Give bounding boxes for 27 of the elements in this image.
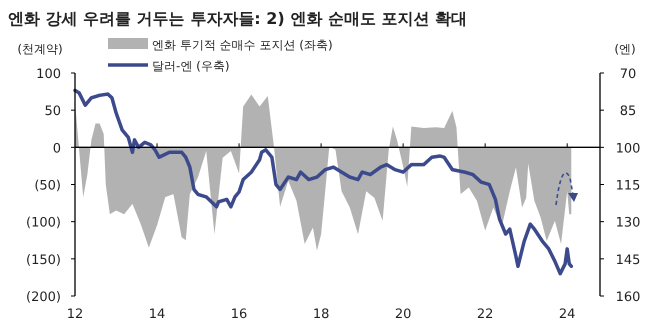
y2-tick-label: 100 [616, 141, 640, 156]
x-tick-label: 20 [394, 307, 412, 322]
y-tick-label: (100) [26, 216, 61, 231]
y2-tick-label: 85 [620, 104, 636, 120]
legend-label: 달러-엔 (우축) [152, 59, 230, 73]
x-tick-label: 12 [66, 307, 84, 322]
x-tick-label: 18 [312, 307, 330, 322]
y-tick-label: (200) [26, 290, 61, 305]
x-tick-label: 22 [476, 307, 494, 322]
y2-tick-label: 70 [620, 67, 636, 82]
x-tick-label: 14 [148, 307, 166, 322]
y-axis-title: (천계약) [17, 42, 63, 56]
y2-tick-label: 145 [616, 252, 640, 268]
y2-tick-label: 115 [616, 178, 640, 194]
x-tick-label: 24 [558, 307, 576, 322]
y-tick-label: 100 [36, 67, 61, 82]
legend-label: 엔화 투기적 순매수 포지션 (좌축) [152, 38, 333, 52]
chart-title: 엔화 강세 우려를 거두는 투자자들: 2) 엔화 순매도 포지션 확대 [8, 9, 467, 28]
y-tick-label: (50) [34, 178, 61, 194]
y2-axis-title: (엔) [614, 42, 636, 56]
line-series [73, 88, 574, 276]
y-tick-label: 50 [44, 104, 61, 120]
x-tick-label: 16 [230, 307, 248, 322]
y-tick-label: (150) [26, 252, 61, 268]
y2-tick-label: 160 [616, 290, 640, 305]
y2-tick-label: 130 [616, 216, 640, 231]
y-tick-label: 0 [52, 141, 61, 156]
